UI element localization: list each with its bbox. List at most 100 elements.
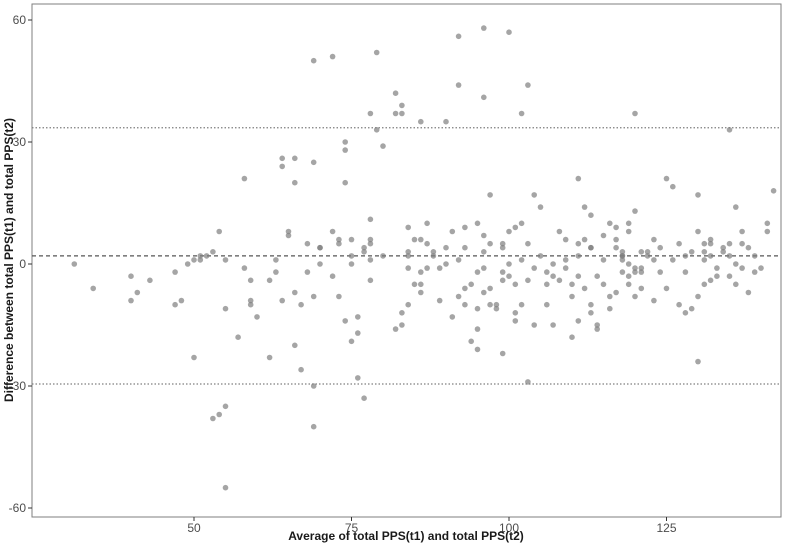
data-point: [531, 192, 537, 198]
data-point: [525, 240, 531, 247]
data-point: [607, 305, 613, 312]
data-point: [292, 179, 298, 186]
data-point: [600, 257, 607, 263]
data-point: [134, 289, 141, 296]
data-point: [581, 236, 588, 243]
data-point: [449, 314, 456, 320]
data-point: [701, 257, 708, 263]
data-point: [581, 285, 588, 292]
data-point: [569, 293, 575, 300]
data-point: [506, 273, 512, 280]
data-point: [462, 224, 468, 231]
data-point: [663, 285, 670, 292]
data-point: [481, 249, 487, 255]
data-point: [682, 269, 689, 275]
data-point: [418, 118, 424, 125]
data-point: [329, 228, 336, 235]
data-point: [518, 301, 525, 308]
data-point: [455, 82, 462, 88]
data-point: [575, 253, 582, 259]
data-point: [714, 265, 720, 271]
data-point: [657, 244, 663, 251]
data-point: [367, 110, 374, 117]
data-point: [518, 110, 525, 117]
data-point: [632, 265, 638, 271]
data-point: [613, 244, 619, 251]
data-point: [632, 293, 638, 300]
data-point: [373, 49, 380, 56]
data-point: [348, 253, 355, 259]
data-point: [676, 240, 682, 247]
data-point: [342, 318, 349, 324]
data-point: [726, 127, 733, 133]
data-point: [600, 281, 607, 288]
data-point: [644, 249, 651, 255]
data-point: [329, 273, 336, 280]
data-point: [310, 57, 317, 64]
y-tick-label: 30: [13, 135, 27, 149]
data-point: [638, 285, 645, 292]
data-point: [462, 285, 468, 292]
data-point: [638, 265, 645, 271]
data-point: [525, 379, 531, 385]
data-point: [348, 261, 355, 267]
data-point: [499, 269, 506, 275]
data-point: [380, 143, 386, 149]
data-point: [449, 228, 456, 235]
data-point: [487, 240, 493, 247]
data-point: [562, 257, 569, 263]
data-point: [71, 261, 78, 267]
data-point: [436, 297, 443, 304]
data-point: [336, 293, 342, 300]
data-point: [342, 139, 349, 145]
data-point: [266, 354, 273, 361]
data-point: [367, 240, 374, 247]
data-point: [544, 281, 550, 288]
data-point: [525, 82, 531, 88]
data-point: [607, 293, 613, 300]
data-point: [172, 269, 178, 275]
y-tick-label: -30: [9, 379, 27, 393]
data-point: [443, 118, 449, 125]
data-point: [531, 265, 537, 271]
data-points: [71, 25, 777, 491]
data-point: [292, 289, 298, 296]
data-point: [285, 232, 292, 239]
data-point: [392, 326, 399, 332]
data-point: [424, 265, 430, 271]
data-point: [651, 236, 657, 243]
data-point: [172, 301, 178, 308]
data-point: [512, 318, 519, 324]
data-point: [625, 228, 632, 235]
data-point: [418, 269, 424, 275]
data-point: [714, 273, 720, 280]
data-point: [273, 269, 279, 275]
data-point: [745, 289, 752, 296]
data-point: [544, 269, 550, 275]
data-point: [657, 269, 663, 275]
data-point: [499, 277, 506, 284]
data-point: [701, 281, 708, 288]
data-point: [651, 297, 657, 304]
data-point: [481, 232, 487, 239]
data-point: [348, 236, 355, 243]
data-point: [487, 301, 493, 308]
data-point: [670, 257, 676, 263]
data-point: [493, 301, 500, 308]
data-point: [758, 265, 764, 271]
data-point: [399, 102, 405, 109]
data-point: [556, 277, 563, 284]
data-point: [726, 240, 733, 247]
data-point: [764, 228, 771, 235]
data-point: [569, 281, 575, 288]
data-point: [222, 257, 229, 263]
data-point: [512, 281, 519, 288]
data-point: [588, 212, 594, 218]
data-point: [367, 236, 374, 243]
data-point: [537, 204, 544, 210]
data-point: [455, 257, 462, 263]
data-point: [279, 163, 286, 170]
data-point: [695, 358, 701, 365]
data-point: [342, 147, 349, 153]
